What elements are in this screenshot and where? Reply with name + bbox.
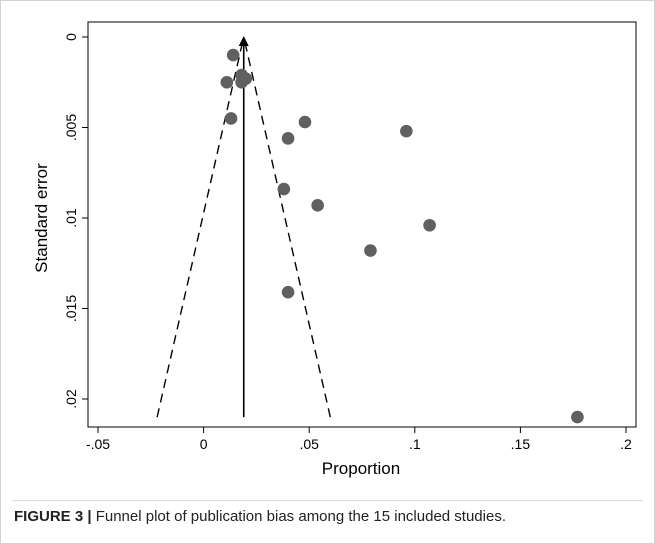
- x-axis-label: Proportion: [322, 459, 400, 478]
- study-point: [364, 244, 377, 257]
- funnel-left-boundary: [156, 36, 245, 418]
- study-point: [400, 124, 413, 138]
- figure-caption: FIGURE 3 | Funnel plot of publication bi…: [14, 508, 644, 525]
- y-axis-label: Standard error: [32, 163, 51, 273]
- study-point: [423, 218, 436, 232]
- study-point: [281, 132, 295, 145]
- study-point: [226, 48, 240, 62]
- y-tick-label: .005: [63, 114, 79, 141]
- study-point: [277, 182, 291, 196]
- data-points: [220, 48, 584, 424]
- figure-label: FIGURE 3 |: [14, 508, 92, 525]
- study-point: [220, 75, 234, 89]
- x-tick-label: -.05: [86, 436, 110, 452]
- y-tick-label: .015: [63, 295, 79, 322]
- y-tick-label: 0: [63, 33, 79, 41]
- y-axis-ticks: 0 .005 .01 .015 .02: [63, 33, 88, 409]
- x-axis-ticks: -.05 0 .05 .1 .15 .2: [86, 427, 632, 452]
- x-tick-label: .2: [620, 436, 632, 452]
- y-tick-label: .01: [63, 208, 79, 228]
- y-tick-label: .02: [63, 389, 79, 409]
- funnel-lines: [156, 36, 332, 418]
- study-point: [311, 199, 324, 212]
- funnel-plot: -.05 0 .05 .1 .15 .2 0 .005 .01 .015 .02 Proporti…: [32, 21, 637, 478]
- study-point: [224, 112, 238, 125]
- study-point: [281, 285, 295, 299]
- x-tick-label: 0: [200, 436, 208, 452]
- x-tick-label: .05: [299, 436, 319, 452]
- caption-text: Funnel plot of publication bias among th…: [91, 508, 506, 525]
- x-tick-label: .1: [409, 436, 421, 452]
- study-point: [239, 72, 253, 85]
- study-point: [298, 115, 312, 129]
- plot-area: [87, 21, 637, 428]
- x-tick-label: .15: [511, 436, 531, 452]
- funnel-right-boundary: [243, 36, 332, 418]
- pooled-estimate-arrowhead: [238, 36, 249, 46]
- caption-divider: [12, 500, 643, 501]
- study-point: [571, 410, 584, 424]
